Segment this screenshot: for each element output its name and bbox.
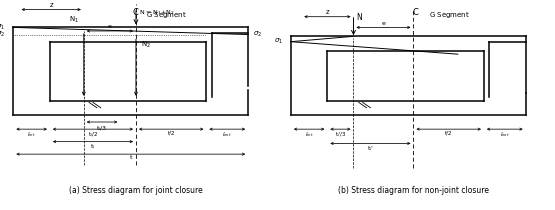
Text: t/2: t/2 [445, 130, 452, 135]
Text: N$_1$: N$_1$ [69, 15, 79, 25]
Text: e: e [381, 21, 385, 26]
Text: $l_{ext}$: $l_{ext}$ [500, 130, 509, 139]
Text: $\mathsf{C}$: $\mathsf{C}$ [132, 6, 140, 17]
Text: N: N [356, 13, 362, 22]
Text: $\sigma_2$: $\sigma_2$ [0, 30, 6, 39]
Text: $\mathsf{C}$: $\mathsf{C}$ [412, 6, 420, 17]
Text: $\sigma_1$: $\sigma_1$ [0, 23, 6, 32]
Text: $l_{ext}$: $l_{ext}$ [223, 130, 232, 139]
Text: $l_{int}$: $l_{int}$ [27, 130, 36, 139]
Text: $\mathsf{G}$ Segment: $\mathsf{G}$ Segment [429, 9, 470, 20]
Text: t: t [129, 155, 132, 160]
Text: t$_i$'/3: t$_i$'/3 [335, 130, 346, 139]
Text: t$_i$': t$_i$' [367, 144, 374, 153]
Text: N = N$_1$+N$_2$: N = N$_1$+N$_2$ [139, 8, 174, 17]
Text: t$_i$/2: t$_i$/2 [88, 130, 98, 139]
Text: t$_i$: t$_i$ [90, 143, 96, 151]
Text: N$_2$: N$_2$ [141, 40, 151, 50]
Text: $\sigma_1$: $\sigma_1$ [274, 37, 283, 46]
Text: $\mathsf{G}$ Segment: $\mathsf{G}$ Segment [147, 9, 188, 20]
Text: e: e [108, 24, 112, 29]
Text: z: z [49, 2, 53, 8]
Text: $\sigma_2$: $\sigma_2$ [253, 30, 263, 39]
Text: t$_i$/3: t$_i$/3 [97, 124, 108, 133]
Text: z: z [326, 9, 329, 15]
Text: t/2: t/2 [168, 130, 175, 135]
Text: $l_{int}$: $l_{int}$ [305, 130, 314, 139]
Text: (b) Stress diagram for non-joint closure: (b) Stress diagram for non-joint closure [338, 186, 489, 195]
Text: (a) Stress diagram for joint closure: (a) Stress diagram for joint closure [69, 186, 203, 195]
